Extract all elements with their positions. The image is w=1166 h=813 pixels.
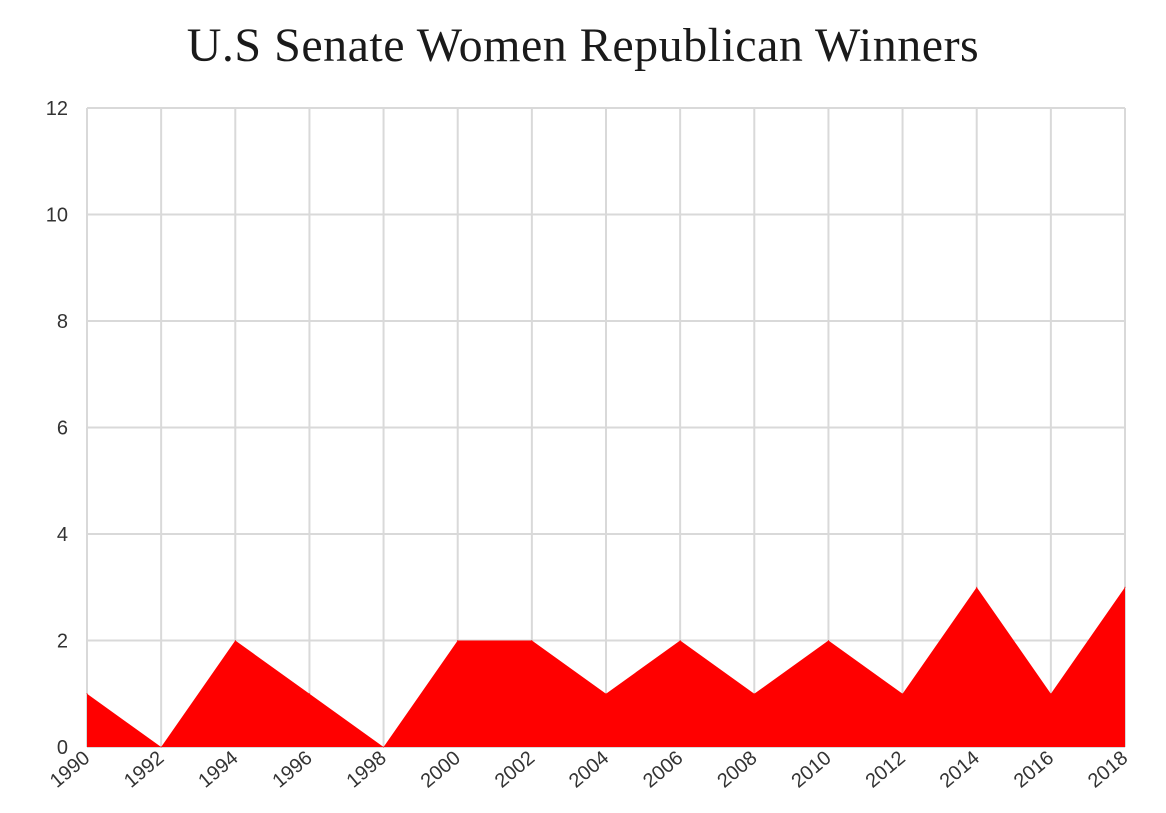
x-tick-label: 1990 <box>46 747 94 792</box>
y-tick-label: 6 <box>57 418 68 440</box>
data-point <box>531 640 533 641</box>
y-tick-label: 8 <box>57 311 68 333</box>
data-point <box>457 640 459 641</box>
x-tick-label: 2004 <box>565 747 613 792</box>
x-tick-label: 1992 <box>120 747 168 792</box>
x-tick-label: 2012 <box>862 747 910 792</box>
x-tick-label: 2018 <box>1084 747 1132 792</box>
data-point <box>308 693 310 695</box>
y-tick-label: 10 <box>46 205 68 227</box>
y-tick-label: 2 <box>57 631 68 653</box>
y-tick-label: 0 <box>57 737 68 759</box>
x-tick-label: 1998 <box>343 747 391 792</box>
y-tick-label: 4 <box>57 524 68 546</box>
x-tick-label: 2008 <box>713 747 761 792</box>
data-point <box>679 640 681 641</box>
x-tick-label: 2014 <box>936 747 984 792</box>
data-point <box>976 586 978 588</box>
data-point <box>902 693 904 695</box>
data-point <box>1050 693 1052 695</box>
x-tick-label: 2000 <box>417 747 465 792</box>
x-tick-label: 1994 <box>194 747 242 792</box>
y-axis-ticks: 0 2 4 6 8 10 12 <box>46 98 68 759</box>
x-tick-label: 2006 <box>639 747 687 792</box>
data-point <box>605 693 607 695</box>
data-point <box>86 693 88 695</box>
x-axis-ticks: 1990 1992 1994 1996 1998 2000 2002 2004 2006 2008… <box>46 747 1132 792</box>
area-fill <box>87 587 1125 747</box>
y-tick-label: 12 <box>46 98 68 120</box>
chart-title: U.S Senate Women Republican Winners <box>186 19 980 72</box>
data-point <box>234 640 236 641</box>
series-area <box>86 586 1126 748</box>
data-point <box>1124 586 1126 588</box>
data-point <box>827 640 829 641</box>
data-point <box>753 693 755 695</box>
data-point <box>383 746 385 748</box>
x-tick-label: 2016 <box>1010 747 1058 792</box>
x-tick-label: 2002 <box>491 747 539 792</box>
data-point <box>160 746 162 748</box>
x-tick-label: 1996 <box>268 747 316 792</box>
x-tick-label: 2010 <box>787 747 835 792</box>
